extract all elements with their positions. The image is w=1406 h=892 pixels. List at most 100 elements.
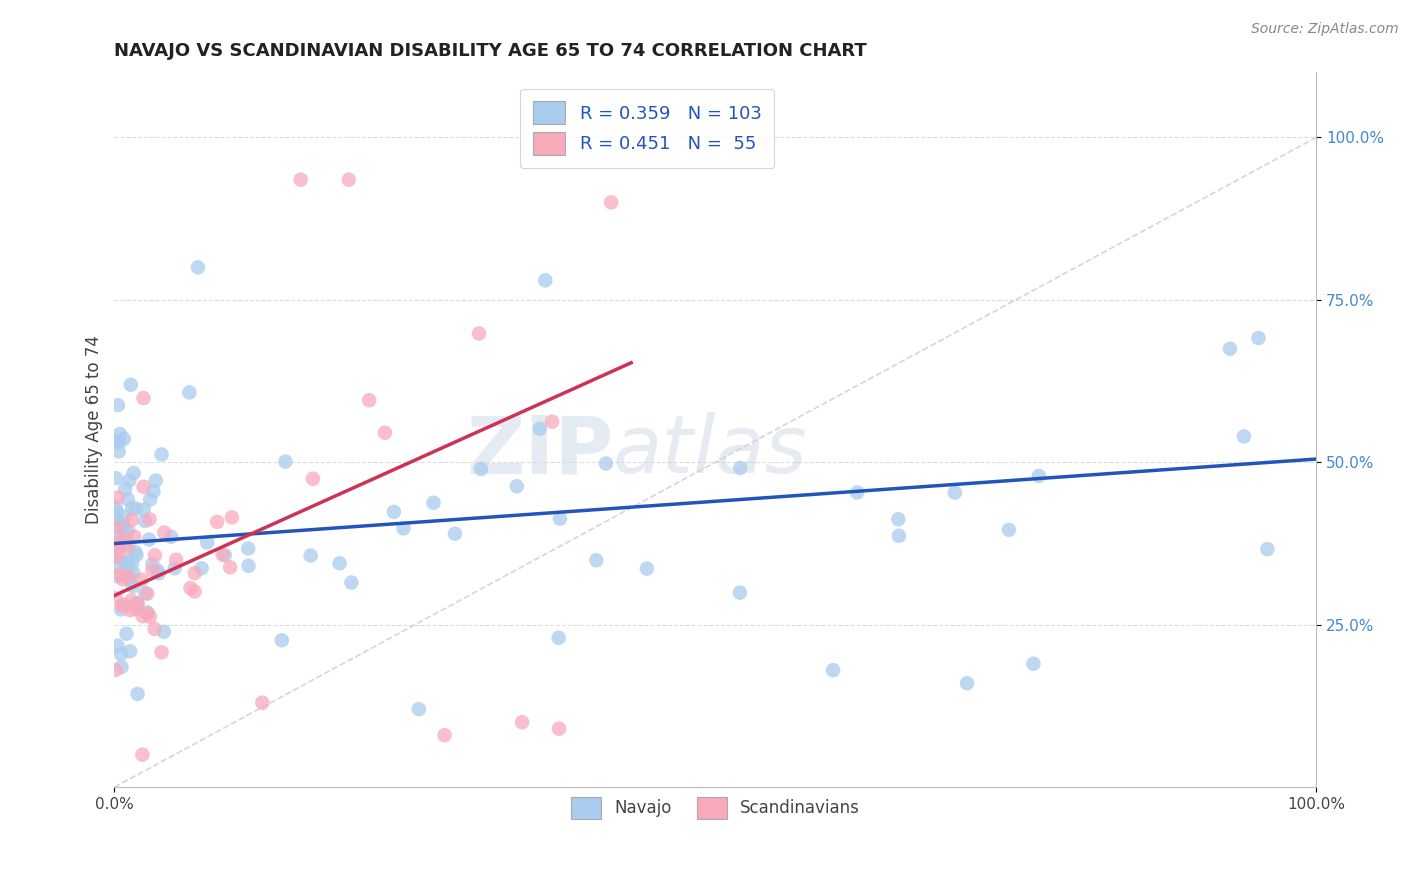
Point <box>846 485 869 500</box>
Point <box>823 663 845 677</box>
Point <box>121 593 143 607</box>
Point <box>112 432 135 446</box>
Point <box>408 702 430 716</box>
Point <box>110 536 132 550</box>
Point <box>730 461 752 475</box>
Point <box>142 484 165 499</box>
Point <box>600 195 623 210</box>
Point <box>115 532 138 546</box>
Point <box>110 660 132 674</box>
Point <box>117 554 139 568</box>
Point <box>136 606 159 620</box>
Point <box>299 549 322 563</box>
Point <box>110 647 132 661</box>
Point <box>125 548 148 562</box>
Point <box>110 602 132 616</box>
Point <box>541 415 564 429</box>
Point <box>107 444 129 458</box>
Point <box>138 512 160 526</box>
Point <box>1022 657 1045 671</box>
Point <box>506 479 529 493</box>
Text: NAVAJO VS SCANDINAVIAN DISABILITY AGE 65 TO 74 CORRELATION CHART: NAVAJO VS SCANDINAVIAN DISABILITY AGE 65… <box>114 42 868 60</box>
Point <box>131 609 153 624</box>
Point <box>127 598 149 612</box>
Point <box>1219 342 1241 356</box>
Point <box>112 598 135 612</box>
Point <box>132 391 155 405</box>
Point <box>108 545 131 559</box>
Point <box>956 676 979 690</box>
Point <box>547 631 569 645</box>
Point <box>117 541 139 555</box>
Point <box>136 587 159 601</box>
Point <box>887 512 910 526</box>
Point <box>510 715 533 730</box>
Point <box>107 491 129 505</box>
Point <box>127 597 149 611</box>
Point <box>943 485 966 500</box>
Point <box>548 722 571 736</box>
Point <box>165 553 187 567</box>
Point <box>108 567 131 582</box>
Point <box>302 472 325 486</box>
Point <box>1233 429 1256 443</box>
Point <box>270 633 292 648</box>
Point <box>195 535 218 549</box>
Point <box>150 447 173 461</box>
Point <box>111 573 134 587</box>
Point <box>141 563 163 577</box>
Point <box>180 581 202 595</box>
Point <box>104 512 127 526</box>
Point <box>104 471 127 485</box>
Point <box>374 425 396 440</box>
Point <box>184 566 207 580</box>
Point <box>122 579 145 593</box>
Legend: Navajo, Scandinavians: Navajo, Scandinavians <box>564 790 866 825</box>
Point <box>143 622 166 636</box>
Point <box>112 509 135 524</box>
Point <box>131 573 153 587</box>
Point <box>548 511 571 525</box>
Point <box>122 566 145 580</box>
Point <box>470 462 492 476</box>
Point <box>211 548 233 562</box>
Point <box>124 545 146 559</box>
Point <box>998 523 1021 537</box>
Point <box>124 602 146 616</box>
Point <box>179 385 201 400</box>
Point <box>136 607 159 621</box>
Point <box>131 747 153 762</box>
Point <box>143 548 166 562</box>
Point <box>118 573 141 587</box>
Point <box>117 558 139 572</box>
Point <box>214 548 236 562</box>
Point <box>104 591 127 606</box>
Text: ZIP: ZIP <box>465 412 613 491</box>
Point <box>728 585 751 599</box>
Text: Source: ZipAtlas.com: Source: ZipAtlas.com <box>1251 22 1399 37</box>
Point <box>108 535 131 549</box>
Point <box>120 603 142 617</box>
Point <box>120 377 142 392</box>
Point <box>139 609 162 624</box>
Point <box>150 645 173 659</box>
Point <box>141 557 163 571</box>
Point <box>183 584 205 599</box>
Point <box>114 556 136 570</box>
Point <box>105 542 128 557</box>
Point <box>238 558 260 573</box>
Point <box>340 575 363 590</box>
Point <box>392 521 415 535</box>
Point <box>382 505 405 519</box>
Point <box>104 549 127 564</box>
Point <box>219 560 242 574</box>
Point <box>422 496 444 510</box>
Point <box>118 474 141 488</box>
Point <box>468 326 491 341</box>
Point <box>529 422 551 436</box>
Point <box>636 561 658 575</box>
Point <box>132 480 155 494</box>
Point <box>887 529 910 543</box>
Point <box>153 624 176 639</box>
Point <box>134 586 156 600</box>
